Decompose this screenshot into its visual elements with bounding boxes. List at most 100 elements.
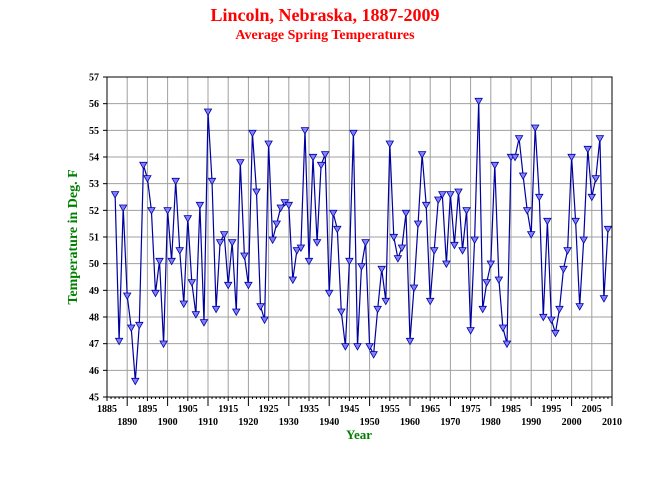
data-point [583, 145, 593, 154]
y-tick-label: 49 [89, 286, 99, 297]
x-tick-label: 1895 [137, 404, 157, 415]
x-tick-label: 1955 [380, 404, 400, 415]
data-point [539, 313, 548, 322]
data-point [187, 279, 197, 287]
x-tick-label: 1890 [117, 417, 137, 428]
data-point [191, 311, 201, 319]
data-point [284, 201, 294, 210]
data-point [543, 217, 552, 226]
x-tick-label: 1915 [218, 404, 238, 415]
data-point [110, 191, 120, 199]
data-point [518, 172, 528, 181]
data-point [264, 140, 273, 149]
x-tick-label: 1970 [440, 417, 460, 428]
data-point [155, 257, 164, 266]
chart-title: Lincoln, Nebraska, 1887-2009 [210, 5, 439, 25]
data-point [304, 257, 314, 266]
data-point [345, 257, 354, 266]
data-point [328, 209, 338, 218]
x-tick-label: 1975 [461, 404, 481, 415]
x-tick-label: 1940 [319, 417, 339, 428]
data-point [231, 308, 241, 317]
data-point [405, 337, 415, 346]
data-point [494, 276, 504, 285]
data-point [223, 281, 233, 290]
y-tick-label: 53 [89, 179, 99, 190]
x-tick-label: 1935 [299, 404, 319, 415]
series-line [114, 100, 609, 382]
data-point [450, 241, 459, 250]
data-point [486, 260, 496, 269]
data-point [207, 177, 217, 186]
y-tick-label: 54 [89, 153, 99, 164]
data-point [534, 193, 544, 202]
data-point [130, 377, 140, 386]
data-point [575, 303, 584, 311]
data-point [591, 175, 601, 183]
grid-lines [107, 77, 612, 397]
data-point [268, 236, 277, 245]
data-point [393, 255, 403, 263]
y-axis-ticks: 45 46 47 48 49 50 51 52 53 54 55 56 57 [89, 73, 107, 404]
x-tick-label: 1985 [501, 404, 521, 415]
x-tick-label: 2000 [562, 417, 582, 428]
data-point [252, 188, 261, 197]
data-point [454, 188, 463, 197]
data-point [526, 231, 536, 239]
x-tick-label: 1930 [279, 417, 299, 428]
data-point [288, 276, 298, 285]
x-tick-label: 1905 [178, 404, 198, 415]
data-point [320, 151, 330, 159]
x-tick-label: 1960 [400, 417, 420, 428]
x-tick-label: 1950 [360, 417, 380, 428]
data-point [381, 297, 391, 306]
data-point [175, 247, 185, 255]
data-point [300, 127, 310, 135]
x-tick-label: 1980 [481, 417, 501, 428]
data-point [377, 265, 387, 274]
data-point [324, 289, 334, 298]
x-axis-ticks: 1885 1895 1905 1915 1925 1935 1945 1955 1965 1975… [97, 397, 622, 428]
data-point [433, 196, 443, 205]
data-point [522, 207, 532, 215]
data-point [151, 289, 160, 298]
data-point [579, 236, 589, 245]
data-point [296, 244, 306, 253]
data-point [603, 225, 613, 234]
data-point [240, 252, 249, 261]
data-point [474, 97, 483, 106]
data-point [272, 220, 281, 229]
data-point [167, 257, 176, 266]
data-point [171, 177, 180, 186]
data-point [462, 207, 471, 215]
chart-subtitle: Average Spring Temperatures [235, 28, 415, 43]
data-point [248, 129, 257, 138]
data-point [498, 324, 508, 333]
data-point [227, 239, 237, 247]
data-point [308, 153, 318, 162]
data-point [337, 308, 346, 317]
data-point [276, 204, 286, 213]
data-point [256, 303, 265, 311]
x-tick-label: 1885 [97, 404, 117, 415]
data-point [595, 135, 605, 143]
data-point [425, 297, 435, 306]
data-point [260, 316, 269, 325]
x-tick-label: 2010 [602, 417, 622, 428]
data-point [530, 124, 540, 133]
data-point [135, 321, 144, 330]
y-tick-label: 56 [89, 99, 99, 110]
data-point [555, 305, 564, 314]
data-point [139, 161, 148, 170]
data-point [547, 316, 556, 325]
data-point [442, 260, 451, 269]
data-point [211, 305, 221, 314]
data-point [361, 239, 370, 247]
y-tick-label: 46 [89, 366, 99, 377]
data-point [514, 135, 524, 143]
x-tick-label: 1965 [420, 404, 440, 415]
data-point [563, 247, 572, 255]
data-point [571, 217, 580, 226]
